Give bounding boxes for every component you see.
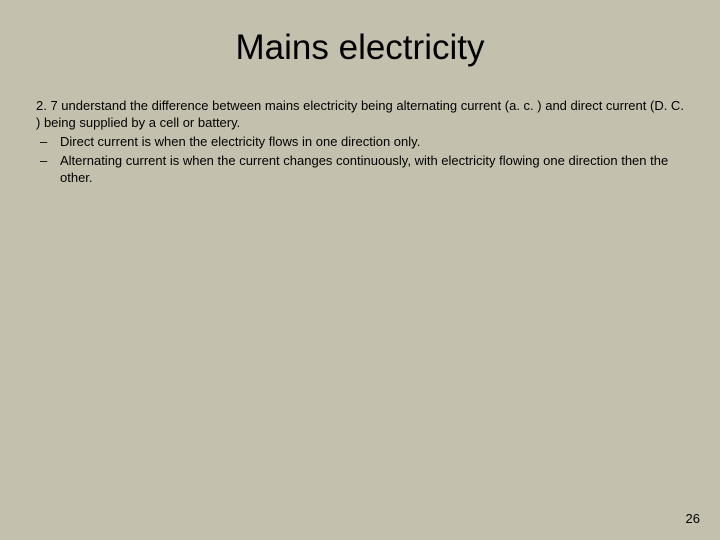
bullet-list: Direct current is when the electricity f… xyxy=(36,134,684,187)
list-item: Direct current is when the electricity f… xyxy=(36,134,684,151)
slide-title: Mains electricity xyxy=(36,28,684,68)
slide-body: 2. 7 understand the difference between m… xyxy=(36,98,684,186)
intro-paragraph: 2. 7 understand the difference between m… xyxy=(36,98,684,132)
slide: Mains electricity 2. 7 understand the di… xyxy=(0,0,720,540)
page-number: 26 xyxy=(686,511,700,526)
list-item: Alternating current is when the current … xyxy=(36,153,684,187)
